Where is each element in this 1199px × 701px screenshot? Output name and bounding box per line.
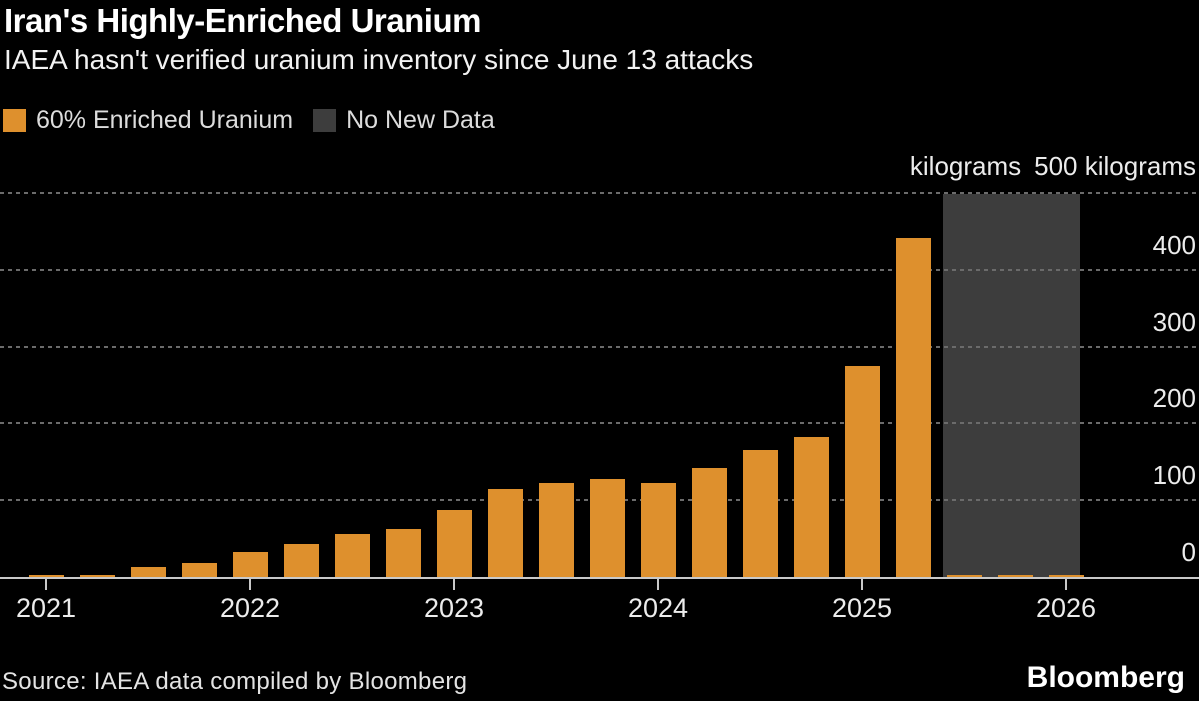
gridline-400 bbox=[0, 268, 1199, 271]
bar-2023-q3 bbox=[538, 483, 574, 577]
gridline-200 bbox=[0, 422, 1199, 425]
x-tick-label-2026: 2026 bbox=[1035, 593, 1097, 623]
y-tick-label-100: 100 bbox=[1152, 460, 1196, 491]
x-tick-label-2022: 2022 bbox=[219, 593, 281, 623]
y-tick-label-0: 0 bbox=[1181, 537, 1196, 567]
chart-subtitle: IAEA hasn't verified uranium inventory s… bbox=[4, 44, 754, 75]
no-new-data-band bbox=[943, 194, 1080, 577]
x-tick-label-2024: 2024 bbox=[627, 593, 689, 623]
source-note: Source: IAEA data compiled by Bloomberg bbox=[2, 668, 468, 695]
x-tick-mark-2021 bbox=[45, 579, 47, 590]
bar-2025-q3 bbox=[946, 575, 982, 577]
y-axis-unit-label: kilograms bbox=[909, 151, 1022, 181]
bar-2021-q3 bbox=[130, 567, 166, 577]
bar-2021-q1 bbox=[28, 575, 64, 577]
bar-2025-q2 bbox=[895, 238, 931, 577]
legend-swatch-enriched-uranium-icon bbox=[3, 109, 26, 132]
bar-2024-q1 bbox=[640, 483, 676, 577]
chart-title: Iran's Highly-Enriched Uranium bbox=[4, 2, 481, 39]
legend-swatch-no-new-data-icon bbox=[313, 109, 337, 132]
bar-2022-q4 bbox=[385, 529, 421, 577]
legend-label-enriched-uranium: 60% Enriched Uranium bbox=[36, 106, 294, 134]
bar-2025-q1 bbox=[844, 365, 880, 577]
legend: 60% Enriched Uranium No New Data bbox=[3, 106, 515, 135]
x-tick-mark-2023 bbox=[453, 579, 455, 590]
x-tick-mark-2024 bbox=[657, 579, 659, 590]
bar-2024-q2 bbox=[691, 467, 727, 577]
x-tick-mark-2026 bbox=[1065, 579, 1067, 590]
bar-2023-q2 bbox=[487, 489, 523, 577]
bar-2026-q1 bbox=[1048, 575, 1084, 577]
bar-2022-q3 bbox=[334, 533, 370, 577]
x-axis-line bbox=[0, 577, 1199, 579]
x-tick-label-2023: 2023 bbox=[423, 593, 485, 623]
bar-2023-q4 bbox=[589, 478, 625, 577]
bloomberg-logo: Bloomberg bbox=[1026, 661, 1185, 694]
y-axis-unit-row: kilograms 500 kilograms bbox=[910, 151, 1196, 182]
x-tick-label-2021: 2021 bbox=[15, 593, 77, 623]
y-axis-top-tick-label: 500 kilograms bbox=[1034, 151, 1196, 181]
x-tick-mark-2025 bbox=[861, 579, 863, 590]
legend-label-no-new-data: No New Data bbox=[346, 106, 495, 134]
x-tick-label-2025: 2025 bbox=[831, 593, 893, 623]
bar-2021-q2 bbox=[79, 574, 115, 577]
bar-2021-q4 bbox=[181, 563, 217, 577]
bar-2023-q1 bbox=[436, 510, 472, 577]
y-tick-label-300: 300 bbox=[1152, 306, 1196, 337]
bar-2022-q2 bbox=[283, 543, 319, 577]
bar-2024-q4 bbox=[793, 437, 829, 577]
y-tick-label-400: 400 bbox=[1152, 229, 1196, 260]
x-tick-mark-2022 bbox=[249, 579, 251, 590]
gridline-300 bbox=[0, 345, 1199, 348]
gridline-500 bbox=[0, 192, 1199, 194]
bar-2022-q1 bbox=[232, 551, 268, 577]
bar-2024-q3 bbox=[742, 450, 778, 577]
bar-2025-q4 bbox=[997, 575, 1033, 577]
y-tick-label-200: 200 bbox=[1152, 383, 1196, 414]
